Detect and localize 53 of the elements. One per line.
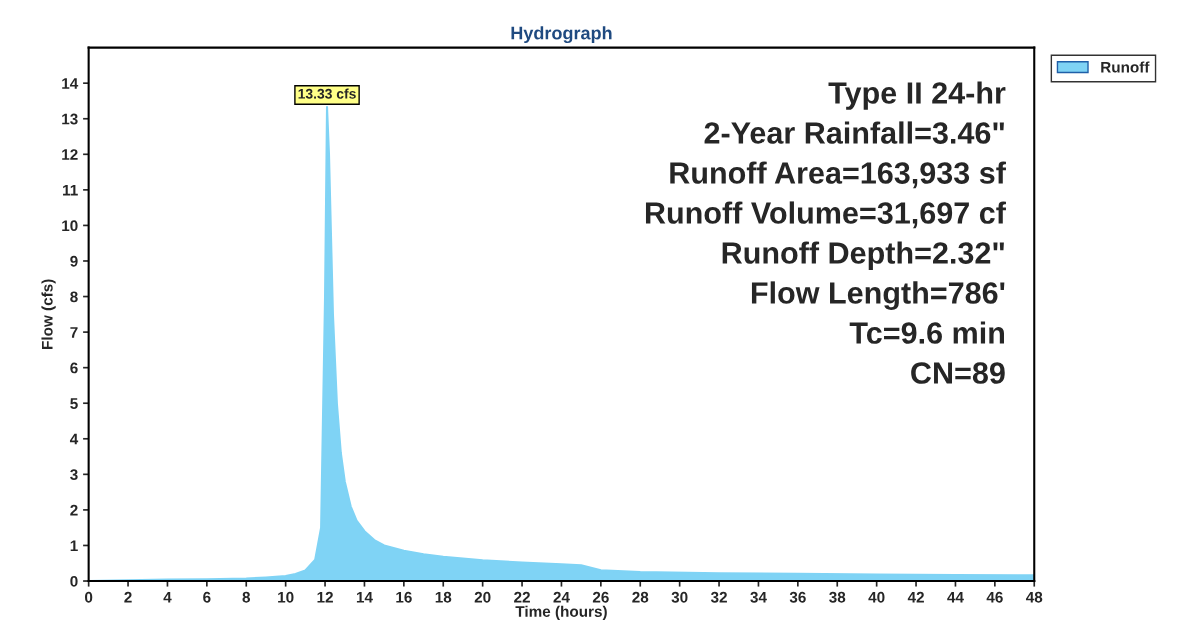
x-tick-label: 10 [278,591,294,603]
x-tick-label: 46 [986,591,1003,603]
x-tick-label: 12 [317,591,333,603]
y-tick-label: 0 [70,575,78,587]
y-tick-label: 7 [70,327,78,338]
y-tick-label: 5 [70,398,78,409]
legend-label: Runoff [1101,61,1150,73]
annotation: CN=89 [911,362,1005,384]
x-tick-label: 20 [474,591,491,603]
y-tick-label: 14 [62,78,79,89]
annotation: Runoff Area=163,933 sf [670,161,1006,189]
y-tick-label: 6 [70,362,78,374]
x-tick-label: 42 [907,591,924,603]
annotation: Runoff Depth=2.32" [722,241,1004,270]
annotation: 13.33 cfs [298,88,356,99]
x-tick-label: 36 [789,591,806,603]
y-tick-label: 11 [63,184,78,196]
x-tick-label: 0 [85,591,93,603]
x-axis-title: Time (hours) [515,605,607,620]
x-tick-label: 28 [632,591,649,603]
x-tick-label: 24 [553,591,570,603]
x-tick-label: 40 [868,591,885,603]
chart-title: Hydrograph [511,26,612,44]
x-tick-label: 22 [514,591,530,603]
x-tick-label: 38 [829,591,846,603]
x-tick-label: 16 [396,591,412,603]
annotation: Flow Length=786' [751,281,1005,310]
x-tick-label: 44 [947,592,964,603]
y-tick-label: 13 [62,113,78,125]
x-tick-label: 4 [163,592,172,603]
x-tick-label: 48 [1025,591,1043,603]
x-tick-label: 14 [356,592,373,603]
y-tick-label: 10 [62,220,78,232]
x-tick-label: 30 [671,591,688,603]
x-tick-label: 32 [710,591,727,603]
annotation: 2-Year Rainfall=3.46" [704,121,1004,144]
y-tick-label: 9 [70,255,78,267]
x-tick-label: 2 [124,591,132,603]
x-tick-label: 18 [435,591,452,603]
annotation: Runoff Volume=31,697 cf [645,201,1006,229]
y-tick-label: 2 [70,504,78,516]
y-axis-title: Flow (cfs) [41,279,56,349]
y-tick-label: 4 [69,433,79,445]
y-tick-label: 3 [70,469,78,481]
x-tick-label: 8 [242,591,251,603]
y-tick-label: 1 [70,540,78,551]
annotation: Type II 24-hr [828,81,1006,110]
annotation: Tc=9.6 min [849,321,1004,344]
x-tick-label: 26 [592,591,609,603]
y-tick-label: 12 [62,149,78,160]
x-tick-label: 6 [203,591,211,603]
y-tick-label: 8 [70,291,78,303]
x-tick-label: 34 [750,591,767,603]
